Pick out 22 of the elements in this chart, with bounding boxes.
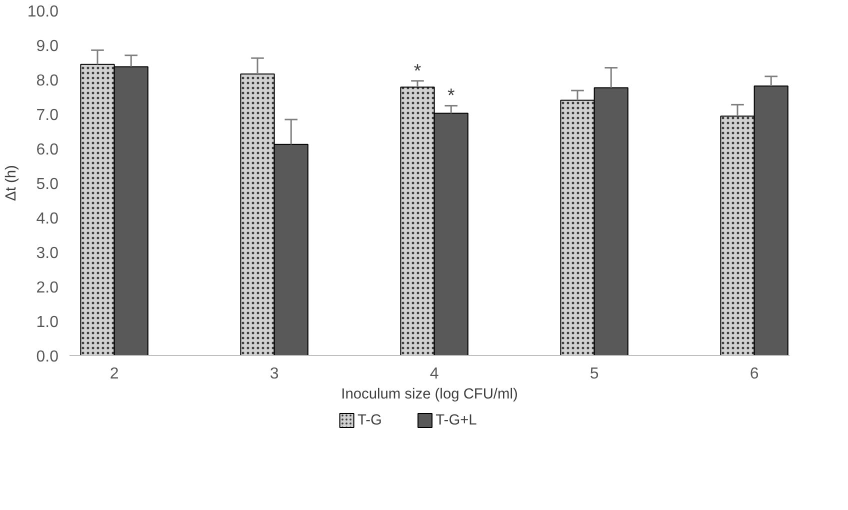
x-tick-label: 4 (430, 366, 439, 382)
y-tick-label: 0.0 (36, 348, 59, 366)
y-tick-label: 6.0 (36, 142, 59, 158)
x-tick-label: 6 (750, 366, 759, 382)
x-tick-label: 3 (270, 366, 279, 382)
y-tick-label: 5.0 (36, 176, 59, 193)
y-tick-label: 10.0 (27, 4, 59, 20)
y-axis-title: Δt (h) (3, 165, 20, 201)
legend-label: T-G+L (436, 412, 477, 428)
y-tick-label: 1.0 (36, 314, 59, 331)
y-tick-label: 8.0 (36, 72, 59, 90)
x-axis-title: Inoculum size (log CFU/ml) (341, 386, 518, 402)
y-tick-label: 9.0 (36, 38, 59, 55)
annotation: * (447, 84, 455, 106)
y-tick-label: 3.0 (36, 245, 59, 262)
x-tick-label: 2 (110, 366, 119, 382)
annotation: * (414, 60, 422, 81)
y-tick-label: 4.0 (36, 210, 59, 228)
legend-label: T-G (357, 412, 382, 428)
x-tick-label: 5 (590, 366, 599, 382)
y-tick-label: 7.0 (36, 107, 59, 124)
y-tick-label: 2.0 (36, 280, 59, 296)
